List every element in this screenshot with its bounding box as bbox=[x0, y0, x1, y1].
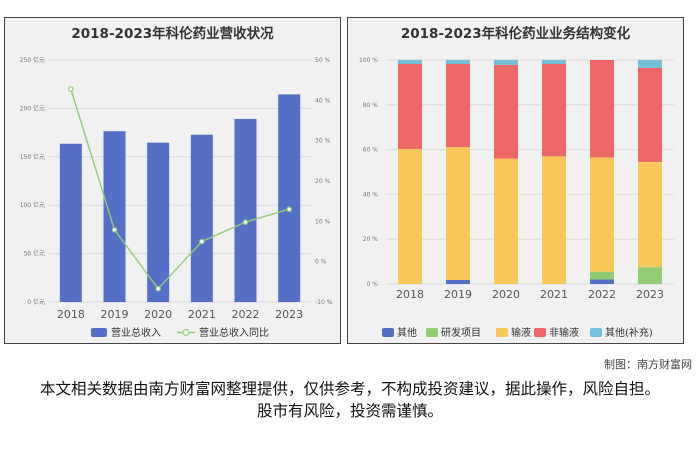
x-tick-label: 2022 bbox=[588, 288, 616, 301]
stacked-segment bbox=[542, 64, 566, 157]
stacked-segment bbox=[446, 64, 470, 148]
stacked-segment bbox=[398, 148, 422, 284]
y-tick-label: 0 % bbox=[367, 281, 379, 288]
y-right-tick-label: 10 % bbox=[315, 218, 331, 225]
y-right-tick-label: 20 % bbox=[315, 178, 331, 185]
x-tick-label: 2023 bbox=[275, 308, 303, 321]
revenue-bar bbox=[190, 134, 213, 302]
revenue-bar bbox=[103, 131, 126, 302]
yoy-growth-point bbox=[286, 206, 292, 213]
x-tick-label: 2020 bbox=[144, 308, 172, 321]
x-tick-label: 2019 bbox=[444, 288, 472, 301]
y-left-tick-label: 150 亿元 bbox=[20, 153, 45, 161]
legend-label: 输液 bbox=[511, 326, 531, 339]
stacked-segment bbox=[446, 279, 470, 284]
yoy-growth-line bbox=[70, 88, 290, 290]
stacked-segment bbox=[590, 271, 614, 280]
stacked-segment bbox=[638, 267, 662, 284]
revenue-bar bbox=[234, 118, 257, 302]
stacked-segment bbox=[494, 60, 518, 65]
stacked-segment bbox=[542, 156, 566, 284]
stacked-segment bbox=[398, 60, 422, 65]
legend-swatch bbox=[534, 328, 546, 337]
y-tick-label: 60 % bbox=[363, 147, 379, 154]
x-tick-label: 2020 bbox=[492, 288, 520, 301]
revenue-chart-panel: 2018-2023年科伦药业营收状况 0 亿元 50 亿元 100 亿元 150 亿元… bbox=[4, 17, 341, 344]
y-left-tick-label: 50 亿元 bbox=[23, 250, 45, 258]
yoy-growth-point bbox=[155, 285, 161, 292]
legend-label: 非输液 bbox=[549, 326, 579, 339]
y-left-tick-label: 100 亿元 bbox=[20, 201, 45, 209]
y-right-tick-label: 0 % bbox=[315, 259, 327, 266]
stacked-segment bbox=[446, 60, 470, 65]
y-right-tick-label: 50 % bbox=[315, 57, 331, 64]
stacked-segment bbox=[590, 279, 614, 284]
stacked-segment bbox=[590, 60, 614, 158]
stacked-segment bbox=[638, 67, 662, 162]
y-right-tick-label: 40 % bbox=[315, 97, 331, 104]
stacked-segment bbox=[494, 64, 518, 159]
legend-revenue-label: 营业总收入 bbox=[111, 326, 161, 339]
y-tick-label: 40 % bbox=[363, 191, 379, 198]
disclaimer-text: 本文相关数据由南方财富网整理提供，仅供参考，不构成投资建议，据此操作，风险自担。… bbox=[40, 380, 661, 420]
y-right-tick-label: -10 % bbox=[315, 299, 333, 306]
revenue-bar bbox=[147, 142, 170, 302]
revenue-chart-title: 2018-2023年科伦药业营收状况 bbox=[71, 26, 274, 42]
x-tick-label: 2022 bbox=[232, 308, 260, 321]
legend-swatch bbox=[590, 328, 602, 337]
x-tick-label: 2019 bbox=[101, 308, 129, 321]
legend-yoy-marker bbox=[182, 328, 190, 337]
revenue-chart-svg: 0 亿元 50 亿元 100 亿元 150 亿元 200 亿元 250 亿元 -10 % 0 … bbox=[20, 56, 333, 339]
y-tick-label: 100 % bbox=[359, 57, 378, 64]
revenue-bar bbox=[278, 94, 301, 302]
y-tick-label: 80 % bbox=[363, 102, 379, 109]
y-left-tick-label: 200 亿元 bbox=[20, 104, 45, 112]
legend-revenue-swatch bbox=[91, 328, 107, 337]
yoy-growth-point bbox=[242, 219, 249, 225]
x-tick-label: 2023 bbox=[636, 288, 664, 301]
x-tick-label: 2021 bbox=[540, 288, 568, 301]
stacked-segment bbox=[494, 158, 518, 284]
stacked-segment bbox=[446, 147, 470, 280]
yoy-growth-point bbox=[111, 227, 118, 233]
business-structure-chart-svg: 0 % 20 % 40 % 60 % 80 % 100 % 2018 2019 2020 2021… bbox=[359, 57, 674, 339]
stacked-segment bbox=[590, 157, 614, 272]
y-right-tick-label: 30 % bbox=[315, 138, 331, 145]
stacked-segment bbox=[638, 60, 662, 68]
legend-label: 研发项目 bbox=[441, 326, 481, 339]
chart-credit: 制图：南方财富网 bbox=[604, 358, 692, 371]
business-structure-chart-panel: 2018-2023年科伦药业业务结构变化 0 % 20 % 40 % 60 % 80 %… bbox=[347, 17, 684, 344]
yoy-growth-point bbox=[68, 86, 74, 92]
y-left-tick-label: 250 亿元 bbox=[20, 56, 45, 64]
stacked-segment bbox=[638, 161, 662, 268]
y-tick-label: 20 % bbox=[363, 236, 379, 243]
legend-swatch bbox=[426, 328, 438, 337]
stacked-segment bbox=[542, 60, 566, 65]
x-tick-label: 2018 bbox=[57, 308, 85, 321]
y-left-tick-label: 0 亿元 bbox=[27, 298, 45, 306]
stacked-segment bbox=[398, 64, 422, 149]
legend-label: 其他(补充) bbox=[605, 326, 653, 339]
business-structure-chart-title: 2018-2023年科伦药业业务结构变化 bbox=[400, 26, 631, 42]
legend-yoy-label: 营业总收入同比 bbox=[199, 326, 269, 339]
legend-swatch bbox=[496, 328, 508, 337]
yoy-growth-point bbox=[199, 238, 205, 245]
revenue-bar bbox=[59, 143, 82, 302]
legend-label: 其他 bbox=[397, 326, 417, 339]
x-tick-label: 2018 bbox=[396, 288, 424, 301]
x-tick-label: 2021 bbox=[188, 308, 216, 321]
legend-swatch bbox=[382, 328, 394, 337]
